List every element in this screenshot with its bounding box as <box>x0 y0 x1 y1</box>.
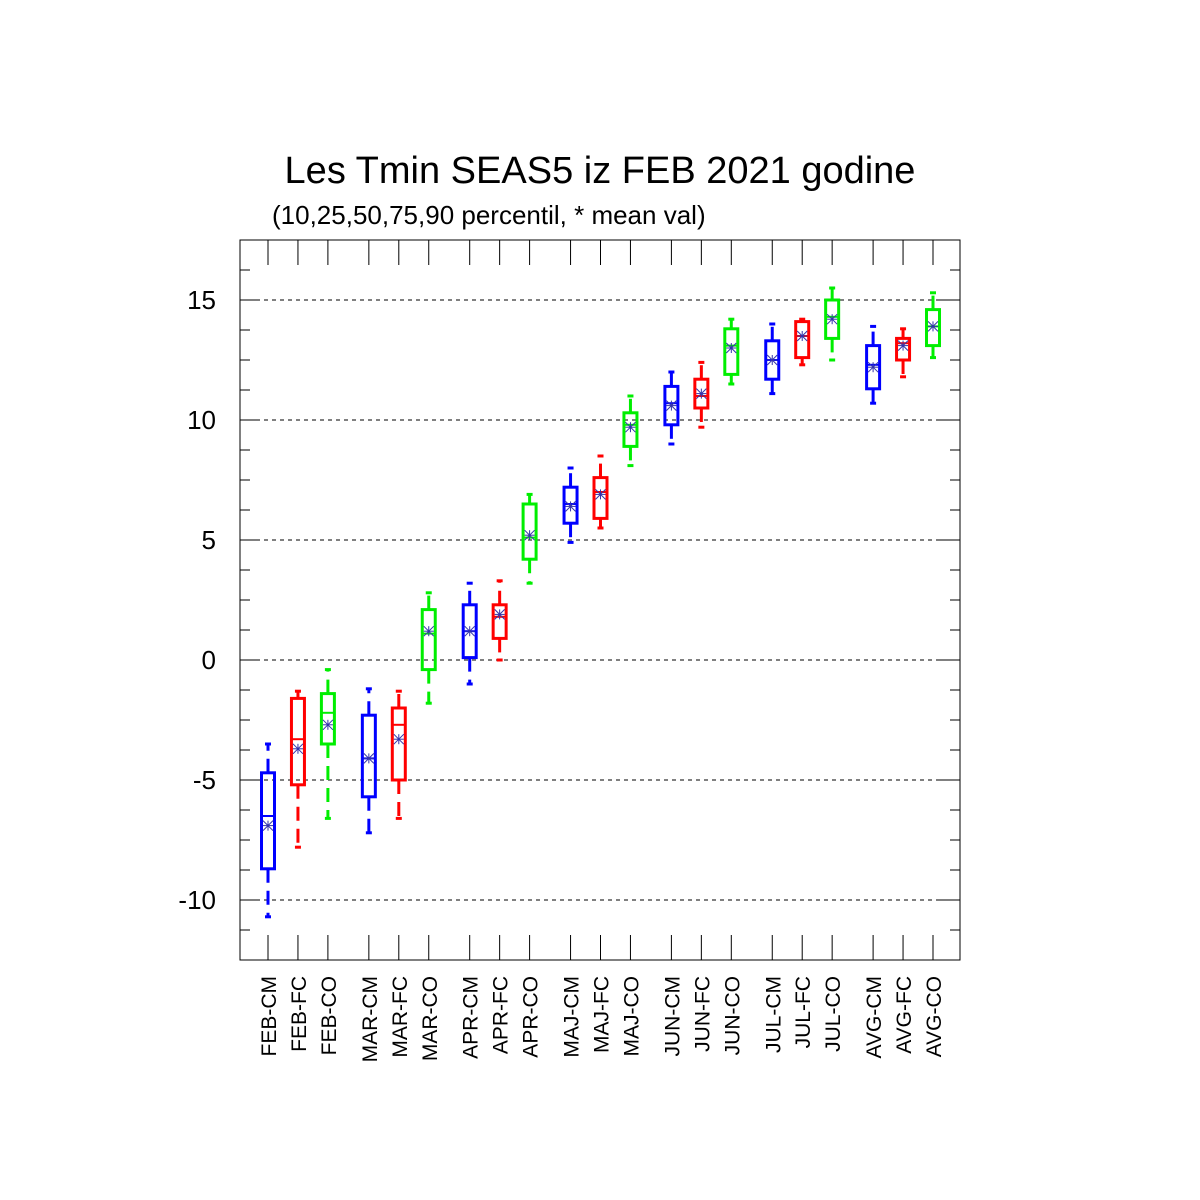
box-iqr <box>693 377 710 410</box>
box-iqr <box>622 411 639 448</box>
box-iqr <box>360 713 377 799</box>
mean-marker <box>766 354 778 366</box>
x-tick-label: APR-FC <box>490 976 513 1054</box>
x-tick-label: JUL-CO <box>822 976 845 1052</box>
box-iqr <box>319 692 336 746</box>
x-tick-label: APR-CO <box>520 976 543 1058</box>
y-tick-label: 15 <box>187 285 216 315</box>
mean-marker <box>595 489 606 500</box>
x-tick-label: APR-CM <box>460 976 483 1059</box>
box-iqr <box>562 485 579 525</box>
mean-marker <box>423 625 435 637</box>
x-tick-label: FEB-CM <box>258 976 281 1057</box>
x-tick-label: MAJ-FC <box>591 976 614 1053</box>
mean-marker <box>725 342 737 354</box>
box-iqr <box>663 384 680 427</box>
x-tick-label: MAJ-CO <box>620 976 643 1057</box>
mean-marker <box>393 733 405 745</box>
mean-marker <box>292 743 304 755</box>
mean-marker <box>625 421 636 433</box>
mean-marker <box>867 361 879 373</box>
box-iqr <box>865 344 882 391</box>
box-iqr <box>491 603 508 640</box>
x-tick-label: FEB-FC <box>288 976 311 1052</box>
x-tick-label: JUN-FC <box>691 976 714 1052</box>
box-iqr <box>521 502 538 561</box>
y-tick-label: 5 <box>202 525 216 555</box>
mean-marker <box>322 719 334 731</box>
mean-marker <box>796 330 808 342</box>
box-iqr <box>592 476 609 520</box>
mean-marker <box>666 400 677 411</box>
box-iqr <box>260 771 276 871</box>
box-iqr <box>289 696 306 787</box>
mean-marker <box>826 313 838 325</box>
mean-marker <box>262 820 274 831</box>
mean-marker <box>494 609 506 620</box>
y-tick-label: -10 <box>178 885 216 915</box>
mean-marker <box>927 321 939 332</box>
x-tick-label: FEB-CO <box>318 976 341 1055</box>
box-iqr <box>390 706 407 782</box>
box-iqr <box>723 327 740 376</box>
chart-subtitle: (10,25,50,75,90 percentil, * mean val) <box>272 200 706 230</box>
x-tick-label: MAR-CO <box>419 976 442 1061</box>
box-iqr <box>895 336 912 362</box>
mean-marker <box>897 340 909 351</box>
mean-marker <box>464 625 476 637</box>
x-tick-label: AVG-CO <box>923 976 946 1057</box>
box-iqr <box>794 320 811 360</box>
box-iqr <box>824 298 841 340</box>
box-iqr <box>420 608 437 672</box>
box-iqr <box>925 308 941 348</box>
mean-marker <box>565 501 576 512</box>
y-tick-label: 10 <box>187 405 216 435</box>
mean-marker <box>524 529 535 541</box>
plot-frame <box>239 239 961 961</box>
x-tick-label: MAJ-CM <box>561 976 584 1058</box>
chart-title: Les Tmin SEAS5 iz FEB 2021 godine <box>284 150 916 192</box>
mean-marker <box>363 753 375 764</box>
x-tick-label: MAR-CM <box>359 976 382 1062</box>
y-tick-label: 0 <box>202 645 216 675</box>
mean-marker <box>695 388 707 399</box>
x-tick-label: MAR-FC <box>389 976 412 1058</box>
x-tick-label: JUN-CM <box>661 976 684 1056</box>
x-tick-label: AVG-CM <box>863 976 886 1058</box>
y-tick-label: -5 <box>193 765 216 795</box>
x-tick-label: JUN-CO <box>721 976 744 1055</box>
x-tick-label: JUL-FC <box>792 976 815 1048</box>
x-tick-label: JUL-CM <box>762 976 785 1053</box>
x-tick-label: AVG-FC <box>893 976 916 1054</box>
